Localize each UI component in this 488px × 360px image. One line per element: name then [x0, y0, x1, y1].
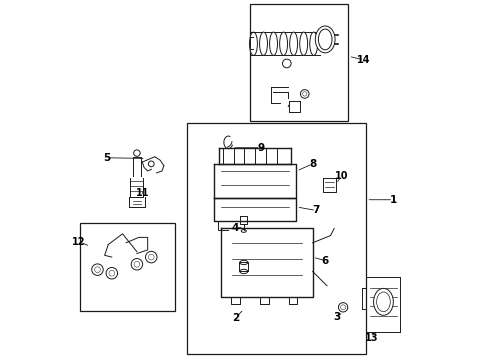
Text: 8: 8	[308, 159, 316, 169]
Circle shape	[92, 264, 103, 275]
Text: 13: 13	[365, 333, 378, 343]
Bar	[249, 4, 348, 121]
Text: 2: 2	[231, 313, 239, 323]
Text: 14: 14	[356, 55, 370, 65]
Ellipse shape	[241, 229, 246, 232]
Text: 5: 5	[102, 153, 110, 163]
Text: 10: 10	[334, 171, 347, 181]
Circle shape	[282, 59, 290, 68]
Bar	[80, 223, 174, 311]
Text: 3: 3	[333, 312, 340, 322]
Circle shape	[148, 161, 154, 167]
Circle shape	[145, 251, 157, 263]
Text: 1: 1	[389, 195, 396, 205]
Text: 7: 7	[312, 206, 319, 216]
Text: 11: 11	[135, 188, 149, 198]
Ellipse shape	[259, 32, 267, 55]
Circle shape	[338, 303, 347, 312]
Circle shape	[133, 150, 140, 156]
Ellipse shape	[279, 32, 287, 55]
Ellipse shape	[239, 260, 247, 265]
Ellipse shape	[269, 32, 277, 55]
Ellipse shape	[373, 288, 392, 315]
Text: 12: 12	[72, 237, 85, 247]
Ellipse shape	[309, 32, 317, 55]
Text: 4: 4	[231, 224, 239, 233]
Bar	[187, 123, 366, 354]
Ellipse shape	[239, 269, 247, 274]
Ellipse shape	[299, 32, 307, 55]
Circle shape	[131, 258, 142, 270]
Ellipse shape	[289, 32, 297, 55]
Circle shape	[300, 90, 308, 98]
Text: 9: 9	[257, 143, 264, 153]
Text: 6: 6	[321, 256, 328, 266]
Circle shape	[106, 267, 117, 279]
Ellipse shape	[315, 26, 334, 53]
Ellipse shape	[249, 32, 257, 55]
